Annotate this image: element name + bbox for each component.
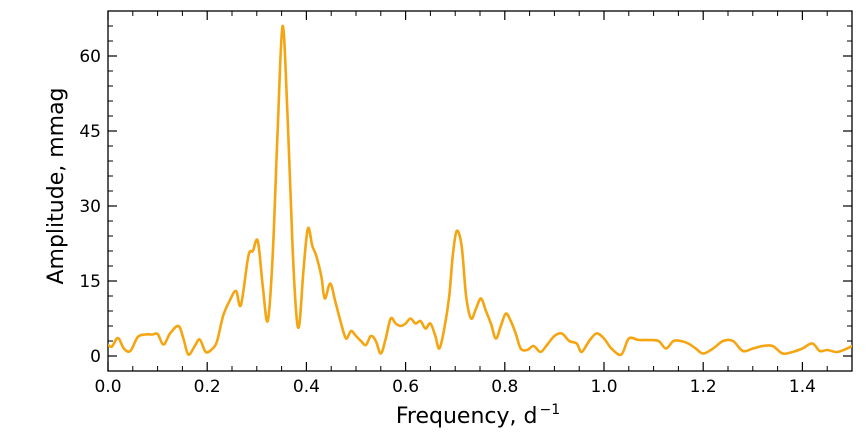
y-tick-label: 45 [79,122,101,142]
x-axis-label: Frequency, d −1 [396,402,560,429]
x-tick-label: 0.2 [194,377,221,397]
y-tick-label: 30 [79,197,101,217]
x-tick-label: 1.2 [690,377,717,397]
plot-frame [107,10,853,372]
y-tick-label: 60 [79,47,101,67]
series-line [108,24,852,357]
series-group [108,24,852,357]
x-tick-label: 1.0 [590,377,617,397]
tick-labels: 0.0 0.2 0.4 0.6 0.8 1.0 1.2 1.4 0 15 30 45 60 [79,47,816,397]
y-axis-label: Amplitude, mmag [44,87,69,284]
axes-frame [107,10,853,372]
x-tick-label: 0.8 [491,377,518,397]
x-tick-label: 0.6 [392,377,419,397]
axis-ticks [107,10,853,372]
y-tick-label: 15 [79,272,101,292]
x-tick-label: 1.4 [789,377,816,397]
y-tick-label: 0 [90,347,101,367]
x-axis-label-superscript: −1 [539,402,560,418]
x-tick-label: 0.0 [94,377,121,397]
x-tick-label: 0.4 [293,377,320,397]
